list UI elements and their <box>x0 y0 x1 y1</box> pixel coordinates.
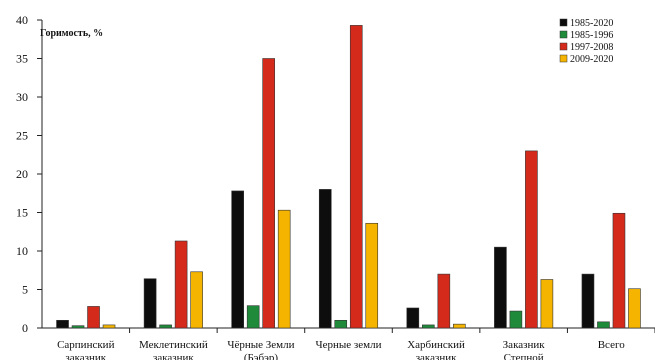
x-category-label: Черные земли <box>315 339 381 351</box>
y-tick-label: 25 <box>16 129 28 143</box>
bar-2009-2020-0 <box>102 324 116 329</box>
bar-1985-1996-5 <box>509 310 523 329</box>
x-category-label-line: Черные земли <box>315 339 381 351</box>
bar-1985-1996-6 <box>597 321 610 329</box>
y-tick-label: 35 <box>16 52 28 66</box>
y-tick-label: 15 <box>16 206 28 220</box>
y-tick-label: 0 <box>22 321 28 335</box>
y-tick-label: 20 <box>16 167 28 181</box>
bar-1985-1996-3 <box>334 319 348 329</box>
y-tick-label: 10 <box>16 244 28 258</box>
x-category-label-line: заказник <box>65 352 106 360</box>
x-category-label: Чёрные Земли (Бэбэр) <box>227 339 294 360</box>
x-category-label: Меклетинский заказник <box>139 339 208 360</box>
bar-2009-2020-2 <box>277 209 291 329</box>
y-tick-label: 5 <box>22 283 28 297</box>
bar-2009-2020-6 <box>628 288 641 329</box>
legend-swatch <box>559 18 568 27</box>
bar-1985-1996-0 <box>71 325 85 329</box>
y-tick-label: 40 <box>16 13 28 27</box>
legend-entry: 1997-2008 <box>570 42 613 53</box>
bar-1985-2020-5 <box>494 246 507 329</box>
x-category-label-line: Чёрные Земли <box>227 339 294 351</box>
bar-1985-2020-2 <box>231 190 244 329</box>
bar-1985-2020-3 <box>318 189 332 329</box>
x-category-label: Харбинский заказник <box>407 339 465 360</box>
legend-entry: 1985-2020 <box>570 18 613 29</box>
x-category-label-line: Харбинский <box>407 339 465 351</box>
legend-entry: 2009-2020 <box>570 54 613 65</box>
x-category-label-line: Всего <box>598 339 625 351</box>
x-category-label-line: заказник <box>153 352 194 360</box>
bar-1997-2008-0 <box>87 306 100 329</box>
bar-1985-2020-4 <box>406 307 420 329</box>
bar-2009-2020-3 <box>365 222 379 329</box>
bar-1985-2020-0 <box>56 319 69 329</box>
y-axis: 0 5 10 15 20 25 30 35 40 <box>16 13 43 335</box>
bar-1985-1996-4 <box>422 324 435 329</box>
bar-1985-2020-1 <box>143 278 157 329</box>
x-category-label: Сарпинский заказник <box>57 339 114 360</box>
legend-swatch <box>559 30 568 39</box>
bar-2009-2020-4 <box>453 323 466 329</box>
bar-1997-2008-1 <box>174 240 188 329</box>
bar-1985-1996-1 <box>159 324 172 329</box>
legend-swatch <box>559 42 568 51</box>
x-category-label-line: Меклетинский <box>139 339 208 351</box>
x-category-label-line: заказник <box>416 352 457 360</box>
x-category-label-line: Степной <box>504 352 544 360</box>
x-category-label-line: Заказник <box>503 339 546 351</box>
bar-1997-2008-2 <box>262 58 275 329</box>
legend-swatch <box>559 54 568 63</box>
legend-entry: 1985-1996 <box>570 30 613 41</box>
bar-2009-2020-5 <box>540 279 554 329</box>
x-category-label: Заказник Степной <box>503 339 546 360</box>
y-tick-label: 30 <box>16 90 28 104</box>
bar-1985-1996-2 <box>246 305 260 329</box>
x-category-label-line: Сарпинский <box>57 339 114 351</box>
y-axis-label: Горимость, % <box>40 28 103 39</box>
bar-1985-2020-6 <box>581 273 595 329</box>
bar-1997-2008-5 <box>525 150 538 329</box>
bar-1997-2008-3 <box>349 25 363 329</box>
bar-1997-2008-6 <box>612 212 626 329</box>
x-category-label: Всего <box>598 339 625 351</box>
bar-2009-2020-1 <box>190 271 203 329</box>
bar-1997-2008-4 <box>437 273 451 329</box>
bars <box>56 25 641 329</box>
x-category-label-line: (Бэбэр) <box>244 352 279 360</box>
